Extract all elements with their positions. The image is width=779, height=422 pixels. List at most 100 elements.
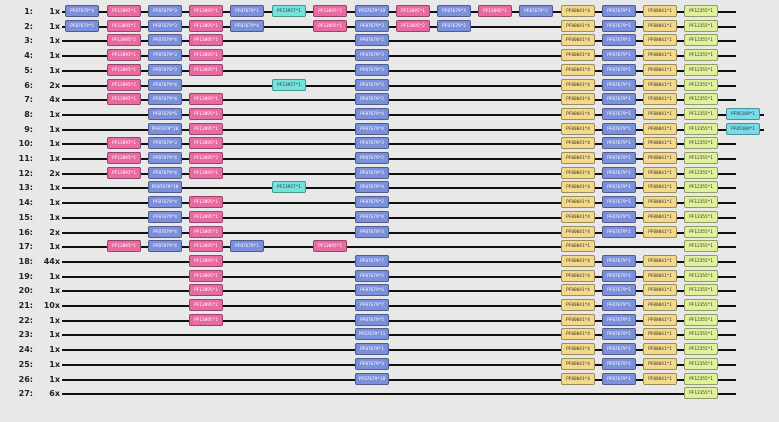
- domain-pf07679[interactable]: PF07679*3: [148, 49, 182, 62]
- domain-pf07679[interactable]: PF07679*1: [602, 78, 636, 91]
- domain-pf00041[interactable]: PF00041*1: [643, 269, 677, 282]
- domain-pf00041[interactable]: PF00041*4: [561, 93, 595, 106]
- domain-pf07679[interactable]: PF07679*2: [355, 93, 389, 106]
- domain-pf13895[interactable]: PF13895*1: [189, 137, 223, 150]
- domain-pf07679[interactable]: PF07679*19: [355, 5, 389, 17]
- domain-pf07679[interactable]: PF07679*1: [602, 19, 636, 32]
- domain-pf13895[interactable]: PF13895*1: [107, 137, 141, 150]
- domain-pf00041[interactable]: PF00041*1: [643, 196, 677, 209]
- domain-pf00041[interactable]: PF00041*4: [561, 34, 595, 47]
- domain-pf00041[interactable]: PF00041*1: [643, 299, 677, 311]
- domain-pf07679[interactable]: PF07679*7: [355, 299, 389, 311]
- domain-pf13927[interactable]: PF13927*1: [272, 181, 306, 194]
- domain-pf00041[interactable]: PF00041*4: [561, 63, 595, 76]
- domain-pf07679[interactable]: PF07679*18: [355, 372, 389, 385]
- domain-pf07679[interactable]: PF07679*2: [437, 19, 471, 32]
- domain-pf12355[interactable]: PF12355*1: [684, 107, 718, 120]
- domain-pf00041[interactable]: PF00041*1: [643, 5, 677, 17]
- domain-pf00041[interactable]: PF00041*1: [643, 49, 677, 62]
- domain-pf07679[interactable]: PF07679*10: [148, 122, 182, 135]
- domain-pf07679[interactable]: PF07679*1: [602, 313, 636, 326]
- domain-pf00041[interactable]: PF00041*1: [643, 137, 677, 150]
- domain-pf07679[interactable]: PF07679*1: [602, 196, 636, 209]
- domain-pf12355[interactable]: PF12355*1: [684, 284, 718, 297]
- domain-pf00041[interactable]: PF00041*4: [561, 107, 595, 120]
- domain-pf12355[interactable]: PF12355*1: [684, 152, 718, 164]
- domain-pf00041[interactable]: PF00041*4: [561, 313, 595, 326]
- domain-pf00041[interactable]: PF00041*1: [643, 93, 677, 106]
- domain-pf13895[interactable]: PF13895*1: [313, 19, 347, 32]
- domain-pf13895[interactable]: PF13895*1: [189, 93, 223, 106]
- domain-pf07679[interactable]: PF07679*3: [148, 63, 182, 76]
- domain-pf07679[interactable]: PF07679*4: [355, 107, 389, 120]
- domain-pf07679[interactable]: PF07679*1: [230, 5, 264, 17]
- domain-pf07679[interactable]: PF07679*3: [148, 5, 182, 17]
- domain-pf00041[interactable]: PF00041*1: [643, 357, 677, 370]
- domain-pf12355[interactable]: PF12355*1: [684, 122, 718, 135]
- domain-pf12355[interactable]: PF12355*1: [684, 299, 718, 311]
- domain-pf00041[interactable]: PF00041*4: [561, 166, 595, 179]
- domain-pf12355[interactable]: PF12355*1: [684, 63, 718, 76]
- domain-pf07679[interactable]: PF07679*1: [602, 122, 636, 135]
- domain-pf12355[interactable]: PF12355*1: [684, 357, 718, 370]
- domain-pf07679[interactable]: PF07679*5: [65, 19, 99, 32]
- domain-pf07679[interactable]: PF07679*1: [602, 63, 636, 76]
- domain-pf00041[interactable]: PF00041*4: [561, 122, 595, 135]
- domain-pf07679[interactable]: PF07679*1: [602, 225, 636, 238]
- domain-pf00041[interactable]: PF00041*4: [561, 225, 595, 238]
- domain-pf07679[interactable]: PF07679*1: [602, 181, 636, 194]
- domain-pf07679[interactable]: PF07679*3: [355, 166, 389, 179]
- domain-pf00041[interactable]: PF00041*1: [643, 122, 677, 135]
- domain-pf13895[interactable]: PF13895*1: [189, 284, 223, 297]
- domain-pf00041[interactable]: PF00041*4: [561, 5, 595, 17]
- domain-pf13895[interactable]: PF13895*1: [189, 107, 223, 120]
- domain-pf07679[interactable]: PF07679*3: [355, 225, 389, 238]
- domain-pf07679[interactable]: PF07679*4: [148, 240, 182, 253]
- domain-pf07679[interactable]: PF07679*4: [148, 210, 182, 223]
- domain-pf07679[interactable]: PF07679*1: [602, 328, 636, 341]
- domain-pf05109[interactable]: PF05109*1: [726, 122, 760, 135]
- domain-pf07679[interactable]: PF07679*4: [355, 122, 389, 135]
- domain-pf00041[interactable]: PF00041*4: [561, 284, 595, 297]
- domain-pf00041[interactable]: PF00041*4: [561, 328, 595, 341]
- domain-pf13895[interactable]: PF13895*1: [107, 63, 141, 76]
- domain-pf07679[interactable]: PF07679*4: [65, 5, 99, 17]
- domain-pf12355[interactable]: PF12355*1: [684, 343, 718, 356]
- domain-pf07679[interactable]: PF07679*10: [148, 181, 182, 194]
- domain-pf12355[interactable]: PF12355*1: [684, 196, 718, 209]
- domain-pf00041[interactable]: PF00041*1: [643, 63, 677, 76]
- domain-pf07679[interactable]: PF07679*4: [230, 19, 264, 32]
- domain-pf07679[interactable]: PF07679*3: [355, 137, 389, 150]
- domain-pf00041[interactable]: PF00041*1: [643, 254, 677, 267]
- domain-pf07679[interactable]: PF07679*1: [602, 5, 636, 17]
- domain-pf00041[interactable]: PF00041*4: [561, 269, 595, 282]
- domain-pf00041[interactable]: PF00041*4: [561, 357, 595, 370]
- domain-pf13895[interactable]: PF13895*1: [189, 34, 223, 47]
- domain-pf13895[interactable]: PF13895*1: [189, 210, 223, 223]
- domain-pf13895[interactable]: PF13895*1: [107, 49, 141, 62]
- domain-pf13895[interactable]: PF13895*1: [189, 63, 223, 76]
- domain-pf07679[interactable]: PF07679*4: [148, 196, 182, 209]
- domain-pf07679[interactable]: PF07679*3: [355, 49, 389, 62]
- domain-pf12355[interactable]: PF12355*1: [684, 49, 718, 62]
- domain-pf07679[interactable]: PF07679*4: [148, 225, 182, 238]
- domain-pf13895[interactable]: PF13895*1: [189, 225, 223, 238]
- domain-pf00041[interactable]: PF00041*1: [643, 19, 677, 32]
- domain-pf07679[interactable]: PF07679*1: [602, 107, 636, 120]
- domain-pf00041[interactable]: PF00041*1: [643, 181, 677, 194]
- domain-pf07679[interactable]: PF07679*3: [355, 19, 389, 32]
- domain-pf07679[interactable]: PF07679*3: [148, 137, 182, 150]
- domain-pf07679[interactable]: PF07679*4: [148, 152, 182, 164]
- domain-pf12355[interactable]: PF12355*1: [684, 78, 718, 91]
- domain-pf00041[interactable]: PF00041*4: [561, 196, 595, 209]
- domain-pf07679[interactable]: PF07679*5: [355, 313, 389, 326]
- domain-pf07679[interactable]: PF07679*3: [148, 19, 182, 32]
- domain-pf12355[interactable]: PF12355*1: [684, 137, 718, 150]
- domain-pf13895[interactable]: PF13895*1: [107, 166, 141, 179]
- domain-pf12355[interactable]: PF12355*1: [684, 269, 718, 282]
- domain-pf13927[interactable]: PF13927*1: [272, 78, 306, 91]
- domain-pf07679[interactable]: PF07679*4: [148, 78, 182, 91]
- domain-pf00041[interactable]: PF00041*4: [561, 299, 595, 311]
- domain-pf13895[interactable]: PF13895*1: [189, 49, 223, 62]
- domain-pf12355[interactable]: PF12355*1: [684, 387, 718, 400]
